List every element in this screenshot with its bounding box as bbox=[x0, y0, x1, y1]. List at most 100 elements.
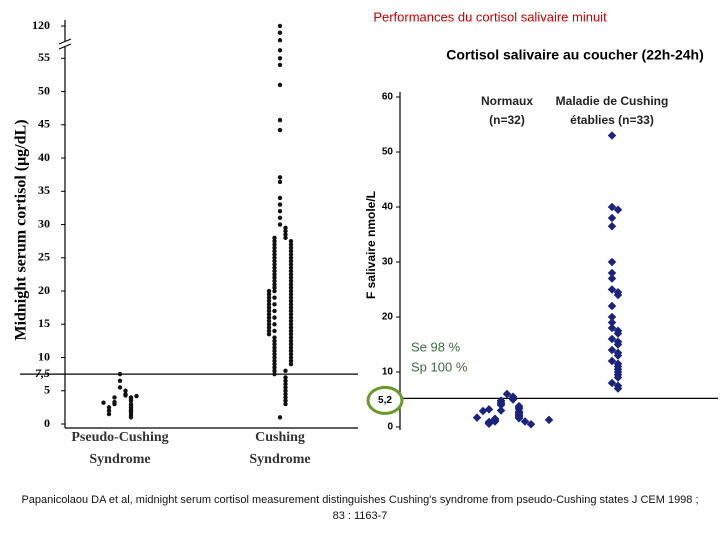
data-point bbox=[112, 401, 117, 407]
data-point bbox=[117, 371, 123, 377]
y-tick-label: 35 bbox=[38, 183, 50, 197]
data-point bbox=[101, 400, 106, 405]
data-point bbox=[520, 417, 530, 426]
y-tick-label: 0 bbox=[44, 416, 50, 430]
data-point bbox=[288, 361, 294, 367]
data-point bbox=[288, 338, 294, 344]
data-point bbox=[288, 252, 294, 257]
data-point bbox=[266, 315, 272, 320]
y-tick-label: 10 bbox=[38, 349, 50, 363]
data-point bbox=[128, 415, 134, 420]
data-point bbox=[288, 265, 294, 270]
data-point bbox=[607, 334, 617, 344]
data-point bbox=[502, 389, 512, 399]
data-point bbox=[283, 381, 288, 387]
data-point bbox=[277, 195, 283, 201]
data-point bbox=[607, 285, 617, 294]
data-point bbox=[288, 268, 294, 274]
data-point bbox=[272, 365, 277, 370]
data-point bbox=[272, 342, 277, 347]
data-point bbox=[484, 419, 494, 428]
y-tick-label: 0 bbox=[387, 422, 393, 433]
y-tick-label: 25 bbox=[38, 250, 50, 264]
data-point bbox=[277, 117, 283, 123]
data-point bbox=[496, 400, 506, 410]
data-point bbox=[288, 285, 294, 290]
data-point bbox=[288, 302, 294, 307]
data-point bbox=[266, 302, 272, 307]
data-point bbox=[277, 209, 283, 214]
data-point bbox=[266, 318, 272, 324]
data-point bbox=[272, 322, 277, 327]
citation: Papanicolaou DA et al, midnight serum co… bbox=[21, 494, 699, 522]
data-point bbox=[277, 415, 283, 420]
data-point bbox=[277, 62, 283, 68]
data-point bbox=[607, 356, 617, 366]
data-point bbox=[277, 56, 283, 61]
data-point bbox=[484, 405, 494, 414]
data-point bbox=[272, 335, 277, 340]
data-point bbox=[288, 295, 294, 300]
data-point bbox=[283, 385, 288, 390]
threshold-label: 5,2 bbox=[378, 395, 392, 406]
data-point bbox=[266, 288, 272, 294]
data-point bbox=[266, 295, 272, 300]
data-point bbox=[288, 248, 294, 254]
data-point bbox=[288, 298, 294, 304]
data-point bbox=[607, 318, 617, 327]
data-point bbox=[272, 235, 277, 241]
data-point bbox=[288, 335, 294, 340]
data-point bbox=[277, 38, 283, 43]
data-point bbox=[272, 295, 277, 300]
data-point bbox=[478, 406, 488, 416]
data-point bbox=[288, 328, 294, 334]
category-label: Syndrome bbox=[89, 452, 150, 467]
data-point bbox=[277, 179, 283, 185]
data-point bbox=[266, 308, 272, 314]
data-point bbox=[272, 355, 277, 360]
data-point bbox=[272, 351, 277, 357]
y-axis-label: F salivaire nmole/L bbox=[364, 191, 378, 299]
data-point bbox=[272, 285, 277, 290]
data-point bbox=[288, 351, 294, 357]
data-point bbox=[272, 252, 277, 257]
y-tick-label: 55 bbox=[38, 50, 50, 64]
data-point bbox=[613, 340, 623, 349]
data-point bbox=[288, 242, 294, 247]
data-point bbox=[288, 272, 294, 277]
y-tick-label: 15 bbox=[38, 316, 50, 330]
data-point bbox=[266, 322, 272, 327]
data-point bbox=[272, 238, 277, 244]
data-point bbox=[272, 272, 277, 277]
y-tick-label: 40 bbox=[38, 150, 50, 164]
data-point bbox=[288, 332, 294, 337]
data-point bbox=[272, 255, 277, 260]
data-point bbox=[272, 288, 277, 294]
data-point bbox=[288, 282, 294, 287]
data-point bbox=[266, 325, 272, 330]
category-label: Normaux bbox=[481, 94, 533, 108]
data-point bbox=[288, 308, 294, 314]
annotation: Se 98 % bbox=[411, 339, 461, 354]
data-point bbox=[272, 315, 277, 320]
data-point bbox=[613, 329, 623, 338]
data-point bbox=[283, 398, 288, 403]
data-point bbox=[272, 262, 277, 267]
data-point bbox=[288, 255, 294, 260]
data-point bbox=[288, 312, 294, 317]
data-point bbox=[288, 238, 294, 244]
data-point bbox=[272, 368, 277, 374]
y-tick-label: 20 bbox=[382, 312, 394, 323]
category-label: établies (n=33) bbox=[570, 113, 654, 127]
annotation: Sp 100 % bbox=[411, 359, 468, 374]
y-tick-label: 7,5 bbox=[35, 366, 50, 380]
data-point bbox=[277, 215, 283, 221]
y-tick-label: 120 bbox=[32, 18, 50, 32]
data-point bbox=[607, 257, 617, 267]
data-point bbox=[272, 371, 277, 377]
data-point bbox=[266, 332, 272, 337]
data-point bbox=[106, 408, 112, 413]
data-point bbox=[283, 401, 288, 407]
data-point bbox=[112, 395, 117, 400]
